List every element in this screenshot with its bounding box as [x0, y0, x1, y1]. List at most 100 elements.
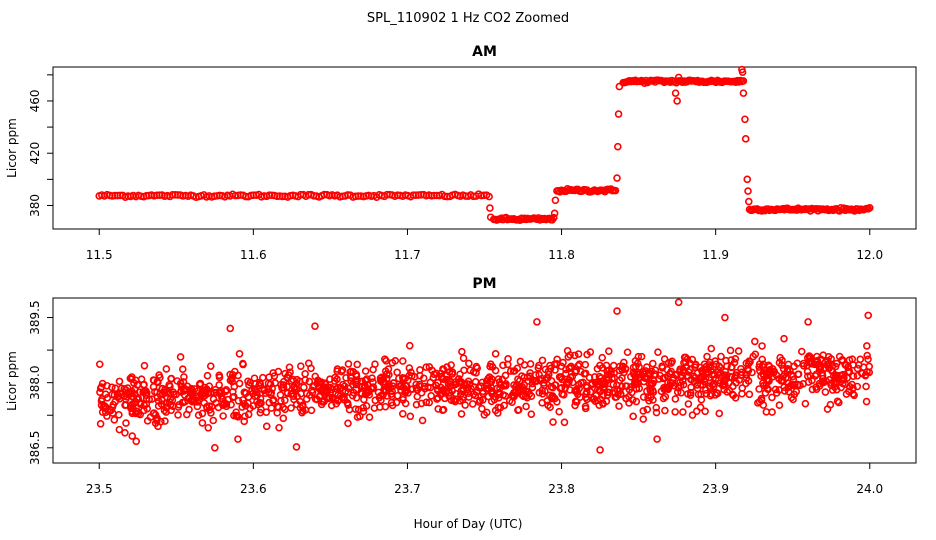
panel-pm-point [215, 373, 224, 382]
panel-pm-point [780, 334, 788, 343]
panel-pm-point [571, 351, 579, 360]
panel-pm-point [174, 411, 182, 419]
panel-pm-point [826, 400, 835, 409]
panel-pm-point [793, 359, 802, 368]
panel-pm-point [845, 383, 854, 391]
panel-pm-point [677, 388, 685, 397]
panel-pm-point [482, 408, 491, 417]
panel-pm-point [130, 379, 138, 387]
panel-pm-point [573, 390, 582, 399]
panel-pm-point [639, 407, 648, 415]
panel-pm-point [317, 378, 325, 386]
panel-pm-point [844, 368, 852, 376]
panel-pm-point [362, 388, 370, 397]
panel-pm-point [407, 368, 415, 377]
panel-pm-point [434, 378, 442, 387]
panel-pm-point [389, 379, 398, 387]
panel-pm-point [198, 409, 207, 418]
panel-pm-point [838, 355, 847, 364]
panel-pm-point [818, 369, 827, 377]
panel-pm-point [611, 389, 619, 397]
panel-pm-point [234, 435, 242, 443]
panel-pm-point [656, 371, 664, 380]
panel-pm-point [649, 396, 657, 404]
panel-pm-point [864, 355, 872, 364]
panel-pm-point [150, 376, 158, 385]
panel-pm-point [833, 397, 842, 406]
panel-pm-point [425, 363, 434, 371]
panel-pm-point [146, 413, 155, 422]
panel-pm-point [703, 352, 711, 361]
panel-pm-point [211, 443, 219, 452]
panel-pm-point [97, 397, 106, 405]
panel-pm-point [103, 412, 111, 420]
panel-pm-point [232, 408, 240, 416]
panel-am-point [486, 213, 495, 222]
panel-pm-point [665, 382, 674, 390]
panel-pm-point [240, 417, 249, 426]
panel-pm-point [255, 398, 264, 407]
panel-pm-point [399, 395, 407, 404]
panel-pm-point [701, 407, 709, 416]
panel-pm-point [853, 371, 862, 380]
panel-pm-point [697, 374, 706, 382]
panel-pm-point [560, 418, 569, 427]
panel-pm-point [96, 420, 105, 428]
panel-pm-point [629, 412, 637, 421]
panel-pm-point [582, 390, 590, 398]
panel-pm-point [260, 386, 268, 395]
panel-pm-point [568, 378, 577, 387]
panel-pm-point [205, 382, 214, 390]
panel-pm-point [742, 370, 751, 379]
panel-pm-point [558, 390, 566, 398]
panel-pm-point [475, 383, 483, 392]
panel-pm-point [688, 411, 697, 419]
panel-pm-point [776, 353, 784, 362]
panel-pm-point [221, 387, 230, 396]
panel-pm-point [678, 377, 687, 385]
panel-pm-point [633, 359, 642, 368]
panel-pm-point [484, 384, 493, 393]
panel-pm-point [764, 385, 772, 394]
panel-pm-point [383, 382, 392, 391]
panel-pm-point [167, 406, 175, 415]
panel-pm-point [228, 370, 237, 379]
panel-pm-point [790, 390, 799, 399]
panel-pm-point [137, 375, 146, 383]
panel-pm-point [361, 381, 369, 390]
panel-pm-point [269, 397, 277, 405]
panel-pm-point [367, 384, 376, 393]
panel-pm-point [340, 382, 349, 391]
panel-pm-point [307, 364, 315, 373]
panel-pm-point [775, 386, 784, 394]
panel-pm-point [654, 348, 662, 356]
panel-am-point [611, 186, 620, 195]
panel-pm-point [429, 373, 438, 382]
panel-pm-point [172, 390, 180, 399]
panel-pm-point [699, 381, 707, 389]
panel-am-x-tick-label: 11.9 [702, 248, 729, 262]
panel-pm-point [281, 396, 289, 405]
panel-pm-point [744, 359, 753, 368]
panel-pm-point [344, 419, 352, 428]
panel-pm-point [687, 383, 695, 392]
panel-pm-point [326, 375, 334, 383]
panel-pm-point [472, 362, 481, 371]
panel-pm-point [865, 368, 874, 377]
panel-pm-point [463, 384, 471, 392]
panel-pm-point [230, 392, 238, 401]
panel-pm-point [344, 401, 352, 409]
panel-pm-point [643, 405, 652, 414]
panel-pm-point [352, 385, 360, 394]
panel-pm-point [439, 405, 448, 414]
panel-pm-point [444, 383, 453, 392]
panel-am-point [739, 77, 748, 85]
panel-pm-y-axis: 386.5 388.0 389.5 [28, 300, 54, 465]
panel-am-point [865, 204, 874, 212]
panel-pm-point [647, 367, 656, 376]
panel-pm-point [401, 382, 410, 390]
panel-pm-point [289, 392, 298, 401]
panel-pm-point [835, 398, 843, 407]
panel-pm-point [194, 411, 203, 419]
panel-pm-point [334, 383, 342, 392]
